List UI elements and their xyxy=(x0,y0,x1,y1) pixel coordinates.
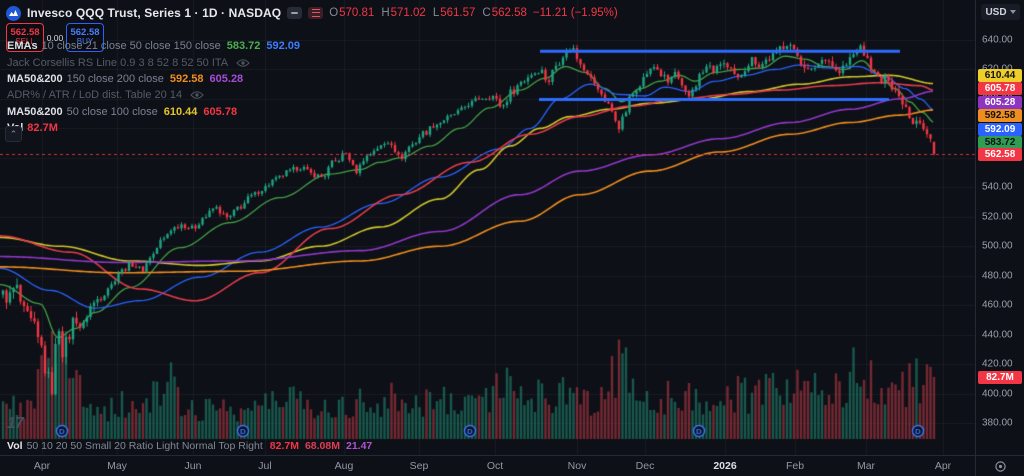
legend-row[interactable]: MA50&200 150 close 200 close 592.58 605.28 xyxy=(7,71,306,87)
chart-header: Invesco QQQ Trust, Series 1 · 1D · NASDA… xyxy=(6,4,618,22)
time-axis[interactable]: Apr May Jun Jul Aug Sep Oct Nov Dec 2026 Feb Mar Apr xyxy=(0,455,975,476)
vol-row-value: 82.7M xyxy=(269,440,299,452)
ohlc-pair: O570.81 xyxy=(329,7,374,19)
indicator-price-label: 610.44 xyxy=(978,68,1022,82)
buy-label: BUY xyxy=(76,37,94,47)
change-value: −11.21 (−1.95%) xyxy=(532,7,618,19)
time-axis-label: Jun xyxy=(184,460,202,472)
ohlc-letter: C xyxy=(482,7,491,19)
ohlc-letter: H xyxy=(381,7,390,19)
time-axis-label: 2026 xyxy=(713,460,737,472)
ohlc-value: 561.57 xyxy=(440,7,476,19)
symbol-logo-icon xyxy=(6,5,21,21)
volume-indicator-row[interactable]: Vol 50 10 20 50 Small 20 Ratio Light Norm… xyxy=(7,440,378,452)
time-axis-label: Apr xyxy=(33,460,51,472)
sell-label: SELL xyxy=(15,37,35,47)
ohlc-value: 571.02 xyxy=(390,7,426,19)
symbol-title[interactable]: Invesco QQQ Trust, Series 1 · 1D · NASDA… xyxy=(27,6,282,20)
spread-value: 0.00 xyxy=(46,32,64,43)
time-axis-label: May xyxy=(107,460,127,472)
price-tick-label: 380.00 xyxy=(982,417,1013,429)
ohlc-pair: L561.57 xyxy=(433,7,476,19)
price-tick-label: 440.00 xyxy=(982,329,1013,341)
price-tick-label: 500.00 xyxy=(982,240,1013,252)
time-axis-label: Sep xyxy=(409,460,429,472)
volume-value-label: 82.7M xyxy=(978,370,1022,384)
currency-label: USD xyxy=(985,6,1007,18)
time-axis-label: Feb xyxy=(785,460,805,472)
legend-minus-icon[interactable] xyxy=(287,7,303,19)
vol-row-value: 68.08M xyxy=(304,440,340,452)
axis-settings-corner[interactable] xyxy=(975,455,1024,476)
eye-hidden-icon[interactable] xyxy=(190,90,204,100)
buy-button[interactable]: 562.58 BUY xyxy=(66,23,104,52)
ohlc-values: O570.81 H571.02 L561.57 C562.58 xyxy=(329,7,527,19)
price-tick-label: 460.00 xyxy=(982,299,1013,311)
legend-row-value: 592.09 xyxy=(266,40,301,53)
legend-row-value: 605.28 xyxy=(209,72,244,85)
ohlc-pair: H571.02 xyxy=(381,7,426,19)
time-axis-label: Dec xyxy=(635,460,655,472)
legend-row[interactable]: EMAs 10 close 21 close 50 close 150 close… xyxy=(7,38,306,54)
legend-menu-icon[interactable] xyxy=(308,7,324,19)
vol-row-value: 21.47 xyxy=(345,440,373,452)
price-tick-label: 640.00 xyxy=(982,34,1013,46)
legend-row-name: MA50&200 xyxy=(7,105,63,118)
time-axis-label: Jul xyxy=(258,460,272,472)
ohlc-letter: L xyxy=(432,7,440,19)
legend-row-name: MA50&200 xyxy=(7,72,63,85)
legend-row[interactable]: ADR% / ATR / LoD dist. Table 20 14 xyxy=(7,87,306,103)
legend-row-params: ADR% / ATR / LoD dist. Table 20 14 xyxy=(7,89,183,102)
legend-row-value: 82.7M xyxy=(27,122,58,135)
legend-collapse-button[interactable]: ⌃ xyxy=(5,126,22,142)
trade-widget: 562.58 SELL 0.00 562.58 BUY xyxy=(6,23,104,52)
gear-icon[interactable] xyxy=(994,460,1007,473)
sell-button[interactable]: 562.58 SELL xyxy=(6,23,44,52)
ohlc-value: 562.58 xyxy=(491,7,527,19)
legend-row-value: 592.58 xyxy=(169,72,204,85)
legend-row-params: Jack Corsellis RS Line 0.9 3 8 52 8 52 5… xyxy=(7,56,229,69)
legend-row[interactable]: Jack Corsellis RS Line 0.9 3 8 52 8 52 5… xyxy=(7,54,306,70)
buy-price: 562.58 xyxy=(70,26,100,38)
indicator-price-label: 583.72 xyxy=(978,136,1022,149)
legend-row-params: 150 close 200 close xyxy=(66,72,164,85)
indicator-price-label: 592.58 xyxy=(978,109,1022,122)
legend-row-value: 610.44 xyxy=(163,105,198,118)
price-tick-label: 520.00 xyxy=(982,211,1013,223)
ohlc-value: 570.81 xyxy=(339,7,375,19)
vol-row-name: Vol xyxy=(7,440,23,452)
indicator-legend: EMAs 10 close 21 close 50 close 150 close… xyxy=(7,38,306,136)
chevron-down-icon xyxy=(1009,10,1016,14)
time-axis-label: Mar xyxy=(856,460,876,472)
time-axis-label: Apr xyxy=(934,460,952,472)
legend-row-params: 50 close 100 close xyxy=(66,105,158,118)
eye-hidden-icon[interactable] xyxy=(236,58,250,68)
time-axis-label: Oct xyxy=(486,460,504,472)
legend-row-name: EMAs xyxy=(7,40,38,53)
price-axis[interactable]: USD 640.00620.00600.00580.00560.00540.00… xyxy=(975,0,1024,455)
legend-row-value: 605.78 xyxy=(203,105,238,118)
time-axis-label: Nov xyxy=(567,460,587,472)
tradingview-logo[interactable]: 17 xyxy=(7,415,24,432)
sell-price: 562.58 xyxy=(10,26,40,38)
indicator-price-label: 592.09 xyxy=(978,122,1022,136)
legend-row-params: 10 close 21 close 50 close 150 close xyxy=(41,40,221,53)
price-tick-label: 400.00 xyxy=(982,388,1013,400)
currency-button[interactable]: USD xyxy=(981,4,1020,20)
price-tick-label: 480.00 xyxy=(982,270,1013,282)
ohlc-letter: O xyxy=(329,7,339,19)
time-axis-label: Aug xyxy=(334,460,354,472)
legend-row-value: 583.72 xyxy=(226,40,261,53)
ohlc-pair: C562.58 xyxy=(482,7,527,19)
price-tick-label: 420.00 xyxy=(982,358,1013,370)
price-tick-label: 540.00 xyxy=(982,181,1013,193)
indicator-price-label: 605.28 xyxy=(978,95,1022,109)
legend-row[interactable]: Vol82.7M xyxy=(7,120,306,136)
last-price-label: 562.58 xyxy=(978,147,1022,161)
legend-row[interactable]: MA50&200 50 close 100 close 610.44 605.78 xyxy=(7,104,306,120)
vol-row-params: 50 10 20 50 Small 20 Ratio Light Normal … xyxy=(26,440,263,452)
indicator-price-label: 605.78 xyxy=(978,82,1022,95)
